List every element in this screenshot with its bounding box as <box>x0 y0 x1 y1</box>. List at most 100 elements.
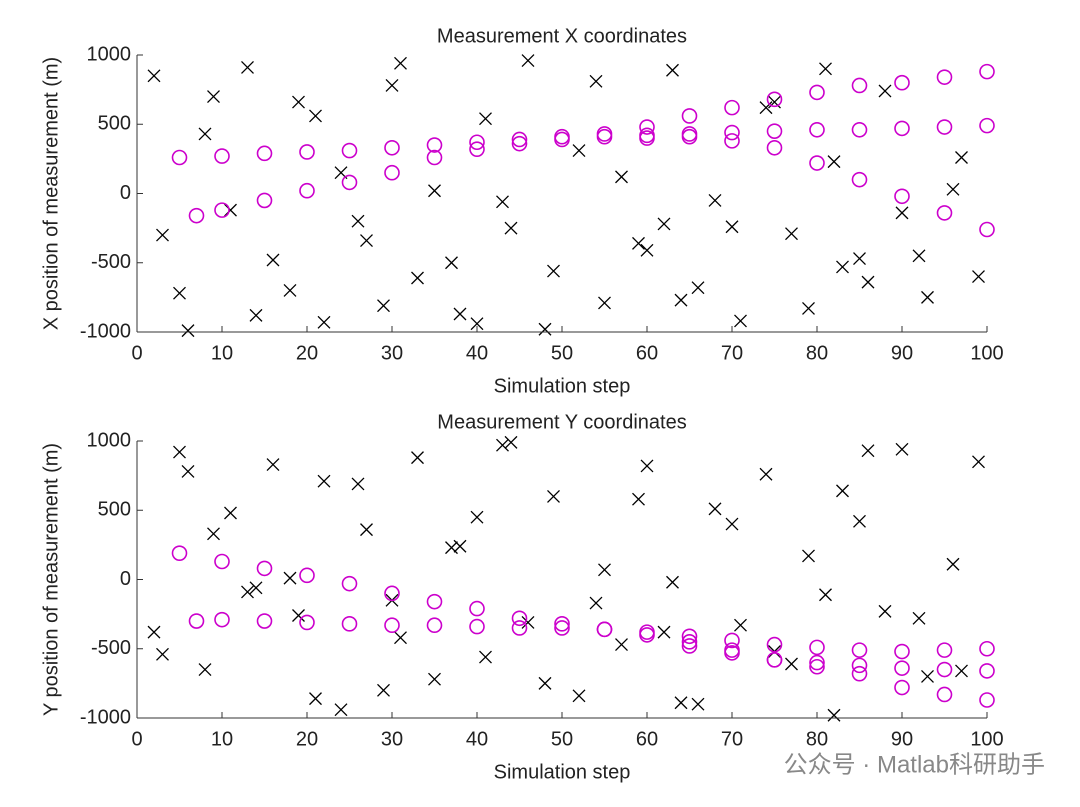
clutter-point <box>538 676 552 690</box>
clutter-point <box>351 214 365 228</box>
track-point <box>936 642 953 658</box>
clutter-point <box>589 74 603 88</box>
track-point <box>766 91 783 108</box>
track-point <box>299 614 315 631</box>
clutter-point <box>241 585 254 599</box>
track-point <box>384 617 400 634</box>
clutter-point <box>912 611 926 625</box>
clutter-point <box>496 195 509 209</box>
x-tick-label: 70 <box>721 342 743 364</box>
x-tick-label: 50 <box>551 342 573 364</box>
clutter-point <box>173 445 186 459</box>
track-point <box>979 221 995 238</box>
clutter-point <box>504 221 518 235</box>
x-tick-label: 60 <box>636 342 658 364</box>
clutter-point <box>292 609 305 622</box>
track-point <box>979 640 995 657</box>
clutter-point <box>385 79 399 92</box>
y-tick-label: 1000 <box>87 43 132 65</box>
track-point <box>341 575 358 592</box>
track-point <box>894 120 910 137</box>
x-tick-label: 50 <box>551 728 573 750</box>
track-point <box>214 553 230 570</box>
track-point <box>936 119 953 135</box>
track-point <box>426 149 443 166</box>
track-point <box>171 545 188 561</box>
clutter-point <box>283 283 297 297</box>
x-tick-label: 70 <box>721 728 743 750</box>
clutter-point <box>691 697 705 711</box>
clutter-point <box>224 506 237 520</box>
clutter-point <box>802 301 815 315</box>
track-point <box>766 636 783 653</box>
track-point <box>469 134 485 151</box>
track-point <box>341 174 358 191</box>
clutter-point <box>479 112 492 126</box>
x-tick-label: 90 <box>891 728 913 750</box>
track-point <box>341 616 358 632</box>
clutter-point <box>547 489 560 503</box>
track-point <box>936 69 953 85</box>
track-point <box>384 164 400 181</box>
clutter-point <box>156 228 169 242</box>
track-point <box>851 77 868 94</box>
clutter-point <box>785 227 798 241</box>
clutter-point <box>708 502 722 516</box>
clutter-point <box>615 170 628 184</box>
clutter-point <box>207 527 220 541</box>
x-tick-label: 90 <box>891 342 913 364</box>
clutter-point <box>309 692 322 706</box>
track-point <box>979 663 995 679</box>
track-point <box>299 182 315 199</box>
track-point <box>724 124 740 141</box>
clutter-point <box>224 203 237 217</box>
track-point <box>426 617 443 634</box>
clutter-point <box>853 514 866 528</box>
track-point <box>469 141 485 157</box>
track-point <box>724 645 740 661</box>
x-tick-label: 100 <box>970 342 1003 364</box>
clutter-point <box>632 236 645 250</box>
x-tick-label: 10 <box>211 342 233 364</box>
x-tick-label: 80 <box>806 728 828 750</box>
clutter-point <box>241 61 254 74</box>
track-point <box>979 63 995 80</box>
track-point <box>724 133 740 149</box>
track-point <box>299 144 315 160</box>
clutter-point <box>360 523 373 537</box>
clutter-point <box>198 663 212 676</box>
track-point <box>766 123 783 139</box>
clutter-point <box>428 672 441 686</box>
clutter-point <box>428 184 441 198</box>
track-point <box>724 632 740 649</box>
clutter-point <box>640 243 654 257</box>
clutter-point <box>921 669 934 683</box>
clutter-point <box>972 270 985 284</box>
y-tick-label: -500 <box>91 637 131 659</box>
clutter-point <box>666 63 679 77</box>
clutter-point <box>147 625 161 639</box>
clutter-point <box>759 467 773 481</box>
clutter-point <box>249 581 263 595</box>
x-tick-label: 0 <box>131 728 142 750</box>
x-tick-label: 30 <box>381 342 403 364</box>
x-axis-label: Simulation step <box>494 761 631 783</box>
track-point <box>511 131 528 148</box>
track-point <box>851 171 868 188</box>
track-point <box>809 84 825 101</box>
clutter-point <box>802 549 815 563</box>
track-point <box>299 567 315 584</box>
clutter-point <box>309 109 322 123</box>
clutter-point <box>207 90 220 104</box>
clutter-point <box>317 315 331 329</box>
track-point <box>384 585 400 602</box>
track-point <box>894 643 910 660</box>
x-tick-label: 10 <box>211 728 233 750</box>
track-point <box>851 665 868 682</box>
clutter-point <box>504 435 518 449</box>
chart-title: Measurement Y coordinates <box>437 411 686 433</box>
track-point <box>256 613 273 629</box>
track-point <box>936 661 953 678</box>
clutter-point <box>292 95 305 109</box>
